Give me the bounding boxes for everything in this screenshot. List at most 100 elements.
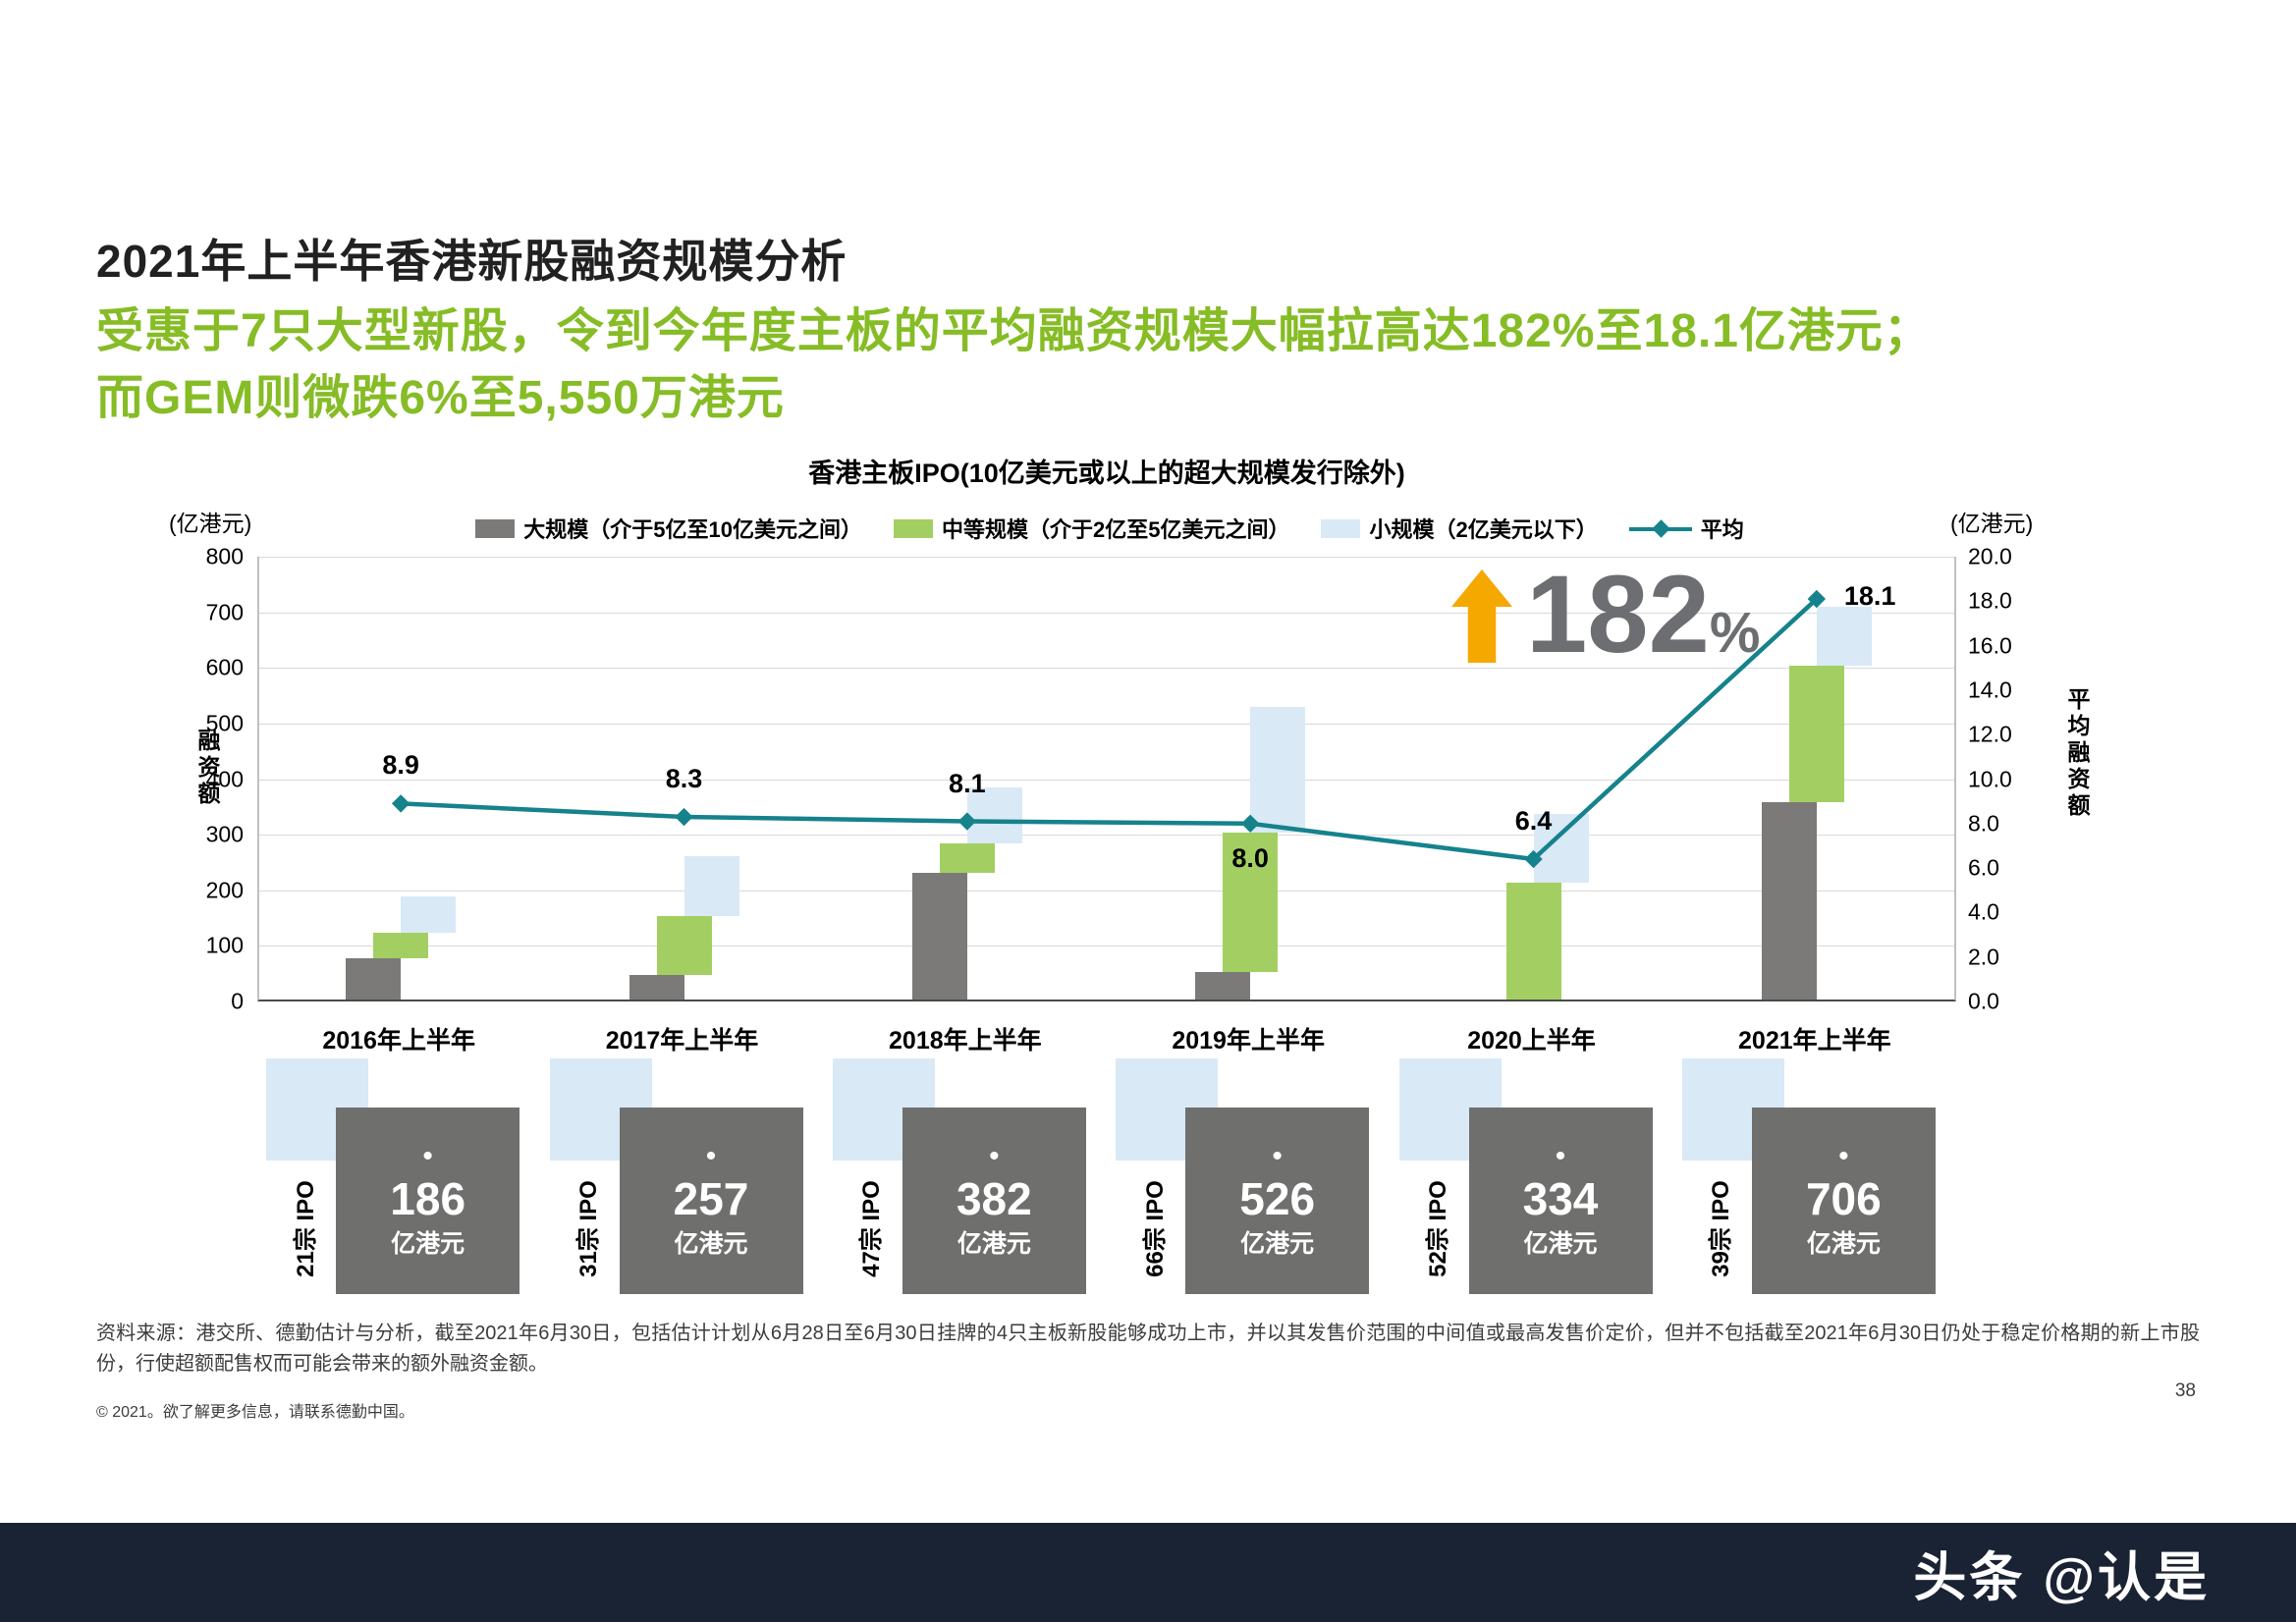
legend-label: 中等规模（介于2亿至5亿美元之间） (941, 517, 1290, 542)
x-axis-label: 2019年上半年 (1172, 1027, 1325, 1054)
card-value: 706 (1805, 1172, 1882, 1224)
card-ipo-count-text: 39宗 IPO (1708, 1179, 1735, 1277)
card-ipo-count-text: 21宗 IPO (292, 1179, 319, 1277)
bar-segment (966, 786, 1022, 844)
x-axis-labels: 2016年上半年 2017年上半年 2018年上半年 2019年上半年 2020上半年 2… (257, 1021, 1956, 1060)
watermark-text: 头条 @认是 (1913, 1548, 2210, 1607)
left-axis-tick: 700 (205, 599, 244, 625)
right-axis-tick: 14.0 (1968, 676, 2012, 703)
card-bullet: • (1272, 1139, 1283, 1172)
plot-area: 8.9 8.3 8.1 8.0 6.4 18.1 (257, 557, 1956, 1001)
card-bullet: • (422, 1139, 433, 1172)
legend-item: 小规模（2亿美元以下） (1321, 513, 1598, 544)
chart-legend: 大规模（介于5亿至10亿美元之间） 中等规模（介于2亿至5亿美元之间） 小规模（2亿… (196, 513, 2023, 544)
ipo-card: 39宗 IPO • 706 亿港元 (1681, 1058, 1936, 1296)
percent-sign: % (1709, 601, 1761, 665)
line-marker-diamond (957, 812, 977, 831)
page-title: 2021年上半年香港新股融资规模分析 (96, 236, 847, 287)
left-axis-tick: 400 (205, 766, 244, 791)
avg-value-label: 8.0 (1231, 842, 1269, 873)
card-unit: 亿港元 (674, 1230, 748, 1259)
bar-segment (629, 974, 684, 1000)
gridline (259, 723, 1954, 725)
right-axis-tick: 20.0 (1968, 543, 2012, 569)
card-unit: 亿港元 (957, 1230, 1031, 1259)
avg-value-label: 8.3 (665, 764, 703, 793)
legend-line-icon (1628, 518, 1692, 538)
card-value-box: • 257 亿港元 (619, 1108, 803, 1294)
legend-item: 大规模（介于5亿至10亿美元之间） (475, 513, 862, 544)
bar-segment (1195, 971, 1251, 1000)
card-unit: 亿港元 (1240, 1230, 1315, 1259)
card-value: 257 (673, 1172, 749, 1224)
right-axis-tick: 16.0 (1968, 632, 2012, 659)
bar-segment (346, 957, 402, 1000)
left-axis-title: 融资额 (194, 729, 220, 808)
card-value: 526 (1239, 1172, 1316, 1224)
left-axis-tick: 200 (205, 877, 244, 903)
ipo-card: 31宗 IPO • 257 亿港元 (549, 1058, 803, 1296)
ipo-card: 52宗 IPO • 334 亿港元 (1398, 1058, 1653, 1296)
card-value: 382 (956, 1172, 1032, 1224)
card-ipo-count-text: 31宗 IPO (575, 1179, 602, 1277)
bar-segment (1816, 607, 1872, 667)
bar-segment (939, 843, 995, 873)
ipo-card: 66宗 IPO • 526 亿港元 (1116, 1058, 1370, 1296)
left-axis-unit: (亿港元) (169, 511, 252, 536)
copyright-text: © 2021。欲了解更多信息，请联系德勤中国。 (96, 1404, 414, 1421)
card-unit: 亿港元 (391, 1230, 465, 1259)
x-axis-label: 2017年上半年 (605, 1027, 759, 1054)
card-ipo-count-text: 52宗 IPO (1425, 1179, 1451, 1277)
card-unit: 亿港元 (1806, 1230, 1881, 1259)
left-axis-ticks: 0 100 200 300 400 500 600 700 800 (137, 544, 244, 1014)
bar-segment (1250, 707, 1306, 834)
right-axis-tick: 6.0 (1968, 854, 1999, 881)
card-ipo-count: 39宗 IPO (1686, 1162, 1751, 1294)
x-axis-label: 2020上半年 (1467, 1027, 1596, 1054)
legend-item: 中等规模（介于2亿至5亿美元之间） (893, 513, 1290, 544)
left-axis-tick: 100 (205, 932, 244, 958)
card-ipo-count-text: 66宗 IPO (1141, 1179, 1169, 1277)
card-ipo-count: 47宗 IPO (837, 1162, 902, 1294)
source-footnote: 资料来源：港交所、德勤估计与分析，截至2021年6月30日，包括估计计划从6月2… (96, 1323, 2200, 1375)
right-axis-tick: 2.0 (1968, 944, 1999, 970)
card-value: 334 (1522, 1172, 1599, 1224)
left-axis-tick: 300 (205, 821, 244, 847)
bar-segment (1788, 666, 1844, 802)
gridline (259, 557, 1954, 558)
right-axis-tick: 8.0 (1968, 810, 1999, 837)
page-subtitle-line1: 受惠于7只大型新股，令到今年度主板的平均融资规模大幅拉高达182%至18.1亿港… (96, 305, 1932, 357)
card-ipo-count: 21宗 IPO (270, 1162, 335, 1294)
avg-value-label: 8.9 (382, 750, 419, 781)
right-axis-tick: 18.0 (1968, 587, 2012, 614)
card-value-box: • 334 亿港元 (1468, 1108, 1653, 1294)
right-axis-tick: 0.0 (1968, 988, 1999, 1014)
legend-item-average: 平均 (1628, 513, 1744, 544)
bar-segment (683, 856, 739, 917)
x-axis-label: 2016年上半年 (322, 1027, 475, 1054)
card-bullet: • (989, 1139, 1000, 1172)
page-subtitle-line2: 而GEM则微跌6%至5,550万港元 (96, 372, 785, 425)
bar-segment (1223, 833, 1279, 972)
left-axis-tick: 800 (205, 543, 244, 569)
right-axis-unit: (亿港元) (1950, 511, 2034, 536)
ipo-card: 21宗 IPO • 186 亿港元 (266, 1058, 520, 1296)
card-ipo-count-text: 47宗 IPO (858, 1179, 886, 1277)
gridline (259, 779, 1954, 781)
line-marker-diamond (1240, 814, 1260, 833)
watermark-bar: 头条 @认是 (0, 1523, 2296, 1622)
card-bullet: • (1555, 1139, 1566, 1172)
x-axis-label: 2018年上半年 (889, 1027, 1042, 1054)
card-value-box: • 706 亿港元 (1751, 1108, 1936, 1294)
page-subtitle: 受惠于7只大型新股，令到今年度主板的平均融资规模大幅拉高达182%至18.1亿港… (96, 298, 1932, 432)
gridline (259, 668, 1954, 670)
right-axis-ticks: 0.0 2.0 4.0 6.0 8.0 10.0 12.0 14.0 16.0 18.0 20.0 (1968, 544, 2076, 1014)
card-bullet: • (1838, 1139, 1849, 1172)
left-axis-tick: 500 (205, 710, 244, 736)
card-ipo-count: 52宗 IPO (1403, 1162, 1468, 1294)
right-axis-tick: 10.0 (1968, 766, 2012, 791)
avg-value-label: 18.1 (1843, 581, 1896, 612)
avg-value-label: 8.1 (949, 768, 986, 798)
card-unit: 亿港元 (1523, 1230, 1598, 1259)
